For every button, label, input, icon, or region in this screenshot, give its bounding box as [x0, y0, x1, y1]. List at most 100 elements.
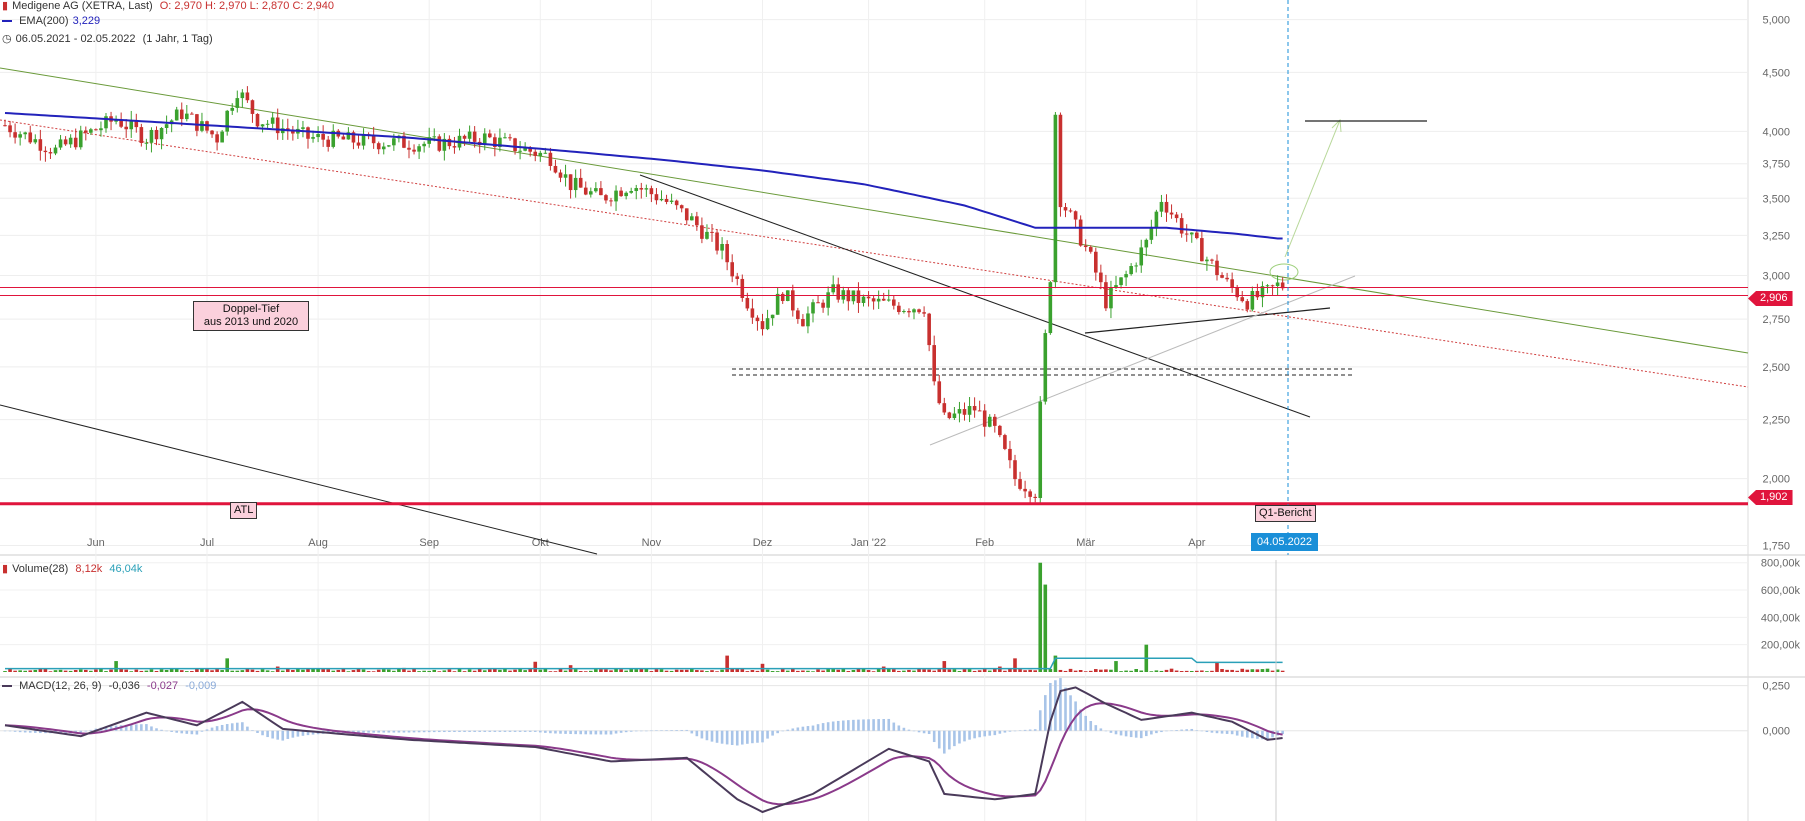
volume-bar	[892, 669, 896, 672]
candle-body	[316, 133, 320, 138]
macd-histogram-bar	[367, 730, 370, 733]
y-tick-label: 3,500	[1762, 193, 1790, 205]
volume-bar	[765, 669, 770, 672]
volume-bar	[876, 668, 881, 672]
candle-body	[265, 123, 270, 125]
macd-histogram-bar	[140, 724, 143, 731]
volume-bar	[1053, 655, 1058, 672]
macd-histogram-bar	[973, 730, 976, 739]
volume-bar	[922, 669, 926, 672]
candle-body	[195, 114, 199, 131]
candle-body	[387, 145, 391, 147]
macd-histogram-bar	[241, 722, 244, 731]
macd-histogram-bar	[1109, 730, 1113, 733]
volume-bar	[8, 668, 12, 672]
candle-body	[1159, 201, 1164, 212]
macd-line-icon	[2, 685, 12, 688]
candle-body	[447, 138, 452, 147]
macd-histogram-bar	[544, 730, 547, 733]
volume-bar	[124, 669, 128, 672]
candle-body	[937, 381, 942, 404]
volume-bar	[361, 669, 366, 672]
volume-bar	[614, 668, 618, 672]
macd-histogram-bar	[225, 724, 229, 731]
volume-bar	[58, 669, 63, 672]
candle-body	[488, 133, 492, 138]
candle-body	[806, 313, 810, 327]
atl-label: ATL	[230, 502, 258, 519]
volume-bar	[462, 671, 467, 672]
macd-histogram-bar	[1104, 730, 1108, 732]
macd-histogram-bar	[1079, 709, 1082, 731]
macd-histogram-bar	[953, 730, 956, 747]
candle-body	[78, 130, 83, 148]
candle-body	[1215, 260, 1219, 276]
candle-body	[1129, 266, 1133, 275]
candle-body	[684, 208, 689, 221]
volume-bar	[1184, 670, 1189, 672]
candle-body	[1250, 290, 1255, 310]
volume-bar	[1109, 669, 1113, 672]
macd-histogram-bar	[220, 724, 224, 731]
macd-tick-label: 0,250	[1762, 681, 1790, 693]
volume-bar	[1220, 668, 1224, 672]
macd-signal-line	[4, 702, 1283, 806]
candle-body	[583, 187, 588, 195]
macd-histogram-bar	[488, 730, 492, 732]
volume-bar	[993, 668, 997, 672]
chart-title-legend: ▮ Medigene AG (XETRA, Last) O: 2,970 H: 2…	[2, 0, 338, 12]
macd-histogram-bar	[1059, 678, 1062, 731]
candle-body	[1195, 232, 1199, 239]
candle-body	[1023, 488, 1027, 492]
volume-bar	[94, 669, 98, 672]
volume-bar	[770, 671, 775, 672]
candle-body	[993, 416, 997, 426]
macd-histogram-bar	[872, 719, 875, 731]
volume-value-2: 46,04k	[109, 563, 143, 575]
candle-body	[614, 190, 618, 202]
volume-bar	[902, 670, 906, 672]
volume-bar	[1094, 669, 1098, 672]
volume-bar	[1033, 670, 1037, 672]
y-tick-label: 2,750	[1762, 314, 1790, 326]
macd-histogram-bar	[453, 730, 456, 732]
candle-body	[371, 135, 376, 144]
candle-body	[765, 318, 770, 330]
volume-bar	[286, 668, 290, 672]
volume-bar	[1179, 671, 1184, 672]
y-tick-label: 3,250	[1762, 230, 1790, 242]
volume-bar	[1119, 671, 1123, 672]
candle-body	[63, 139, 68, 145]
candle-body	[3, 125, 7, 127]
macd-histogram-bar	[857, 719, 860, 731]
candle-body	[982, 410, 987, 427]
macd-histogram-bar	[478, 730, 481, 732]
macd-histogram-bar	[786, 729, 790, 731]
macd-histogram-bar	[589, 730, 593, 735]
y-tick-label: 1,750	[1762, 540, 1790, 552]
volume-label: Volume(28)	[12, 563, 69, 575]
candle-body	[518, 150, 522, 152]
candle-body	[291, 130, 295, 134]
macd-histogram-bar	[1271, 730, 1274, 738]
macd-label: MACD(12, 26, 9)	[19, 680, 102, 692]
macd-histogram-bar	[124, 724, 128, 731]
volume-bar	[356, 668, 361, 672]
volume-bar	[907, 669, 911, 672]
candle-body	[589, 191, 593, 195]
volume-bar	[791, 668, 795, 672]
candle-body	[866, 296, 871, 299]
candle-body	[1184, 233, 1189, 235]
candle-body	[114, 119, 118, 122]
macd-histogram-bar	[1064, 687, 1067, 731]
candle-body	[1063, 207, 1068, 211]
macd-histogram-bar	[665, 730, 668, 731]
candle-body	[1169, 212, 1174, 215]
candle-body	[644, 188, 649, 190]
macd-histogram-bar	[210, 727, 214, 731]
volume-bar	[1013, 658, 1017, 672]
candle-body	[164, 124, 169, 128]
macd-histogram-bar	[438, 730, 441, 733]
candle-body	[841, 290, 846, 300]
candle-body	[498, 137, 502, 147]
